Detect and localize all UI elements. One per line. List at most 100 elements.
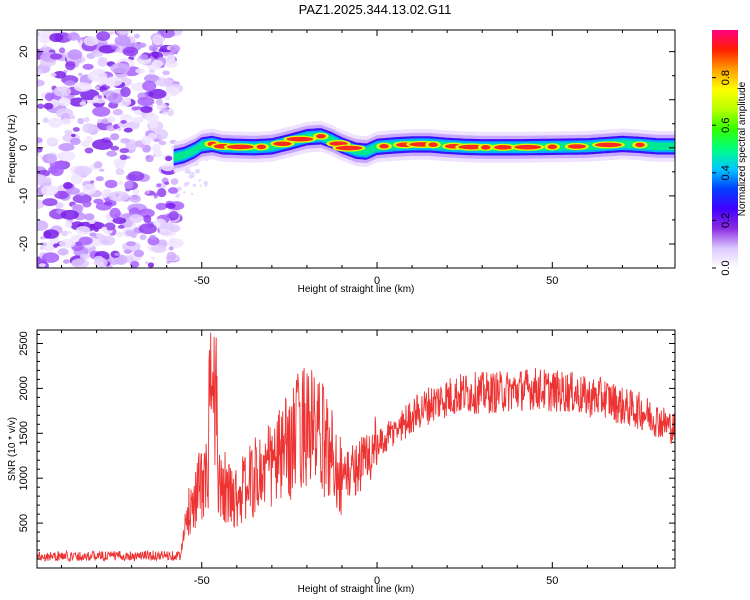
noise-speckle [137, 96, 155, 107]
noise-speckle [120, 138, 131, 144]
x-tick-label: -50 [194, 275, 210, 287]
noise-speckle [155, 202, 168, 211]
colorbar: 0.0 0.2 0.4 0.6 0.8 Normalized spectral ampl… [712, 30, 748, 276]
noise-speckle [49, 32, 64, 43]
noise-speckle [127, 171, 145, 182]
spectrogram-x-axis: -50 0 50 [61, 30, 658, 287]
noise-speckle [111, 45, 118, 50]
noise-speckle [54, 190, 69, 200]
noise-speckle [69, 137, 81, 146]
noise-speckle [78, 236, 93, 246]
noise-speckle [50, 72, 57, 77]
noise-speckle [164, 95, 170, 101]
noise-speckle [116, 127, 122, 131]
noise-speckle [63, 181, 73, 190]
noise-speckle [175, 193, 181, 199]
noise-speckle [74, 165, 92, 177]
y-tick-label: 500 [18, 514, 30, 532]
noise-speckle [113, 158, 127, 166]
noise-speckle [114, 35, 131, 46]
noise-speckle [145, 112, 159, 123]
noise-speckle [64, 221, 73, 228]
noise-speckle [160, 30, 175, 39]
noise-speckle [58, 47, 66, 54]
noise-speckle [168, 211, 179, 221]
noise-speckle [62, 259, 70, 264]
noise-speckle [156, 105, 164, 109]
noise-speckle [93, 255, 104, 264]
noise-speckle [84, 147, 94, 154]
noise-speckle [144, 261, 149, 265]
noise-speckle [129, 195, 141, 203]
noise-speckle [135, 109, 143, 114]
noise-speckle [39, 246, 44, 250]
noise-speckle [161, 107, 169, 113]
noise-speckle [145, 190, 150, 195]
noise-speckle [98, 168, 105, 172]
colorbar-tick-label: 0.0 [720, 260, 732, 275]
y-tick-label: 1500 [18, 421, 30, 445]
noise-speckle [167, 187, 179, 194]
y-tick-label: 2500 [18, 331, 30, 355]
noise-speckle [112, 217, 127, 225]
noise-speckle [46, 137, 59, 146]
noise-speckle [117, 121, 130, 128]
colorbar-tick-label: 0.4 [720, 165, 732, 180]
noise-speckle [195, 168, 200, 174]
noise-speckle [67, 32, 80, 41]
noise-speckle [153, 150, 163, 158]
noise-speckle [125, 241, 136, 247]
noise-speckle [143, 74, 160, 83]
noise-speckle [169, 237, 176, 244]
noise-speckle [37, 136, 43, 144]
noise-speckle [116, 231, 124, 238]
noise-speckle [198, 179, 201, 182]
y-tick-label: 0 [18, 145, 30, 151]
noise-speckle [101, 226, 108, 232]
colorbar-scale [712, 30, 738, 268]
noise-speckle [85, 135, 93, 144]
noise-speckle [53, 86, 72, 97]
ridge-hotspot [256, 144, 267, 150]
noise-speckle [97, 57, 108, 67]
noise-speckle [73, 82, 92, 92]
noise-speckle [183, 182, 189, 187]
noise-speckle [90, 180, 95, 184]
noise-speckle [190, 192, 194, 196]
noise-speckle [156, 183, 162, 188]
ridge-hotspot [286, 136, 314, 142]
noise-speckle [188, 174, 194, 179]
noise-speckle [107, 115, 116, 123]
noise-speckle [158, 140, 167, 146]
noise-speckle [96, 31, 111, 42]
noise-speckle [148, 88, 167, 99]
noise-speckle [40, 236, 45, 240]
x-tick-label: 0 [374, 275, 380, 287]
noise-speckle [124, 229, 135, 237]
ridge-hotspot [316, 133, 326, 139]
noise-speckle [97, 95, 102, 99]
noise-speckle [92, 95, 107, 104]
noise-speckle [37, 31, 41, 37]
noise-speckle [91, 139, 113, 150]
noise-speckle [135, 68, 146, 74]
noise-speckle [78, 72, 83, 77]
noise-speckle [166, 222, 175, 230]
noise-speckle [110, 62, 130, 74]
noise-speckle [82, 199, 92, 208]
noise-speckle [60, 209, 79, 220]
noise-speckle [155, 98, 163, 106]
noise-speckle [138, 223, 157, 235]
noise-speckle [95, 176, 104, 182]
noise-speckle [105, 81, 116, 87]
spectrogram-y-label: Frequency (Hz) [7, 115, 18, 184]
noise-speckle [99, 235, 116, 246]
noise-speckle [164, 181, 170, 185]
noise-speckle [61, 230, 69, 237]
noise-speckle [97, 118, 103, 124]
noise-speckle [67, 49, 83, 60]
y-tick-label: 1000 [18, 466, 30, 490]
noise-speckle [171, 48, 178, 53]
noise-speckle [38, 263, 46, 268]
noise-speckle [43, 229, 59, 239]
